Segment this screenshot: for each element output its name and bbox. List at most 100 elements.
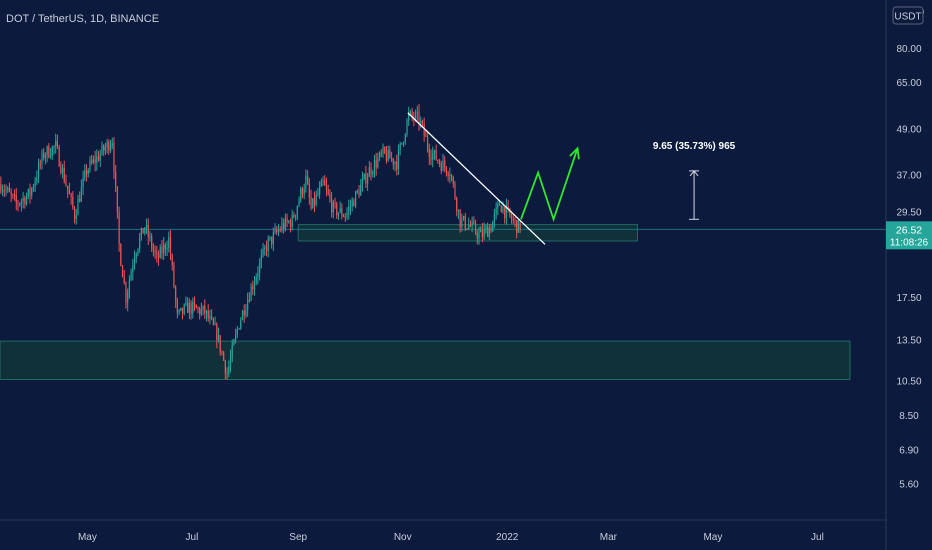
- candle: [197, 306, 199, 314]
- candle: [490, 223, 492, 234]
- candle-body: [55, 140, 57, 147]
- candle-body: [325, 185, 328, 190]
- time-axis[interactable]: May Jul Sep Nov 2022 Mar May Jul: [78, 532, 824, 543]
- measure-label: 9.65 (35.73%) 965: [653, 141, 736, 152]
- candle: [471, 216, 473, 233]
- currency-badge[interactable]: USDT: [892, 6, 924, 25]
- candle: [437, 159, 439, 164]
- candle: [377, 152, 379, 169]
- candle-body: [378, 152, 381, 159]
- candle: [469, 220, 472, 228]
- candle-body: [29, 188, 31, 196]
- candle: [418, 104, 420, 131]
- candle: [178, 309, 180, 316]
- candle: [7, 186, 9, 193]
- candle-body: [19, 203, 21, 205]
- time-tick-label: Jul: [811, 532, 824, 543]
- candle: [495, 202, 497, 220]
- candle: [444, 155, 446, 173]
- candle-body: [183, 304, 185, 314]
- symbol-title[interactable]: DOT / TetherUS, 1D, BINANCE: [6, 13, 159, 25]
- candle-body: [504, 207, 506, 218]
- candle: [120, 243, 122, 267]
- candle: [103, 144, 105, 157]
- candle: [466, 228, 468, 231]
- candle: [308, 178, 310, 205]
- candle: [255, 273, 257, 286]
- candle: [65, 174, 67, 187]
- candle: [360, 179, 362, 196]
- candle: [121, 264, 124, 278]
- candlestick-series: [0, 104, 521, 380]
- candle: [265, 240, 268, 257]
- candle: [31, 187, 33, 200]
- price-tick-label: 37.00: [896, 170, 921, 181]
- candle: [478, 226, 480, 245]
- candle-body: [420, 121, 422, 123]
- time-tick-label: Sep: [289, 532, 307, 543]
- candle-body: [452, 177, 454, 185]
- candle: [361, 171, 364, 192]
- candle: [274, 223, 276, 235]
- candle-body: [394, 161, 396, 165]
- candle-body: [279, 230, 281, 232]
- candle-body: [269, 236, 271, 239]
- candle: [276, 225, 278, 236]
- candle-body: [308, 183, 310, 198]
- candle-body: [27, 188, 29, 196]
- candle-body: [82, 177, 84, 187]
- candle: [291, 209, 293, 231]
- candle: [152, 243, 154, 257]
- currency-badge-label: USDT: [894, 12, 921, 23]
- candle: [473, 216, 475, 225]
- candle: [300, 186, 302, 203]
- candle-body: [204, 305, 206, 314]
- candle-body: [519, 220, 521, 230]
- candle-body: [73, 207, 76, 219]
- candle-body: [130, 272, 132, 281]
- candle-body: [31, 188, 33, 196]
- candle-body: [187, 302, 189, 313]
- candle: [142, 228, 144, 234]
- candle-body: [56, 140, 59, 147]
- candle-body: [283, 223, 285, 230]
- candle: [344, 213, 346, 222]
- candle-body: [123, 277, 125, 283]
- descending-trendline: [407, 112, 546, 245]
- candle: [118, 206, 120, 252]
- candle-body: [41, 152, 43, 164]
- candle-body: [461, 218, 463, 227]
- time-tick-label: May: [78, 532, 97, 543]
- candle: [296, 205, 298, 221]
- price-tick-label: 29.50: [896, 207, 921, 218]
- candle: [221, 350, 223, 356]
- candle-body: [276, 229, 278, 232]
- candle-body: [151, 236, 153, 248]
- candle-body: [509, 208, 511, 216]
- candle-body: [188, 303, 190, 313]
- support-zone: [297, 224, 639, 242]
- candle-body: [235, 333, 237, 341]
- candle-body: [432, 153, 434, 160]
- candle-body: [274, 229, 276, 233]
- price-tick-label: 13.50: [896, 335, 921, 346]
- candle: [351, 197, 353, 212]
- candle-body: [171, 255, 173, 265]
- candle: [500, 204, 502, 213]
- candle-body: [433, 150, 436, 154]
- candle-body: [478, 232, 480, 238]
- candle: [233, 338, 235, 346]
- candle: [228, 360, 230, 378]
- candle: [301, 186, 304, 199]
- candle-body: [149, 236, 151, 238]
- candle-body: [370, 167, 372, 175]
- candle-body: [408, 112, 410, 121]
- candle-body: [305, 175, 307, 189]
- candle: [380, 149, 382, 158]
- candle-body: [13, 194, 16, 196]
- candle: [137, 248, 139, 257]
- candle: [181, 307, 184, 320]
- candle-body: [89, 160, 91, 170]
- candle: [25, 192, 28, 206]
